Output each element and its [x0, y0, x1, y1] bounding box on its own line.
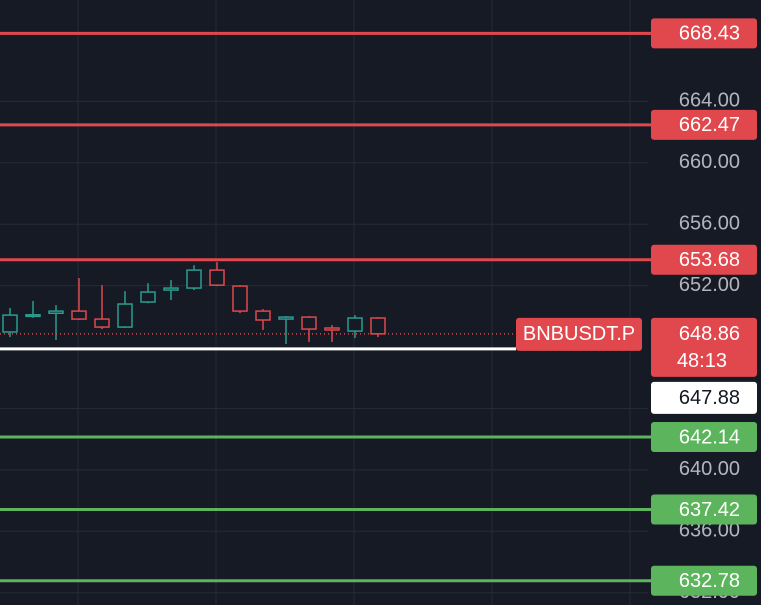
candle-body [71, 310, 87, 320]
candle-body [186, 269, 202, 289]
y-tick-label: 640.00 [679, 458, 740, 480]
last-price-label: 648.86 [679, 323, 740, 345]
level-badge [651, 244, 757, 275]
candle-body [301, 316, 317, 330]
level-badge [651, 18, 757, 49]
level-label: 668.43 [679, 23, 740, 45]
last-price-badge [651, 317, 757, 377]
candle-body [255, 310, 271, 321]
y-tick-label: 636.00 [679, 520, 740, 542]
y-tick-label: 660.00 [679, 151, 740, 173]
level-badge [651, 422, 757, 453]
y-tick-label: 664.00 [679, 90, 740, 112]
level-label: 637.42 [679, 499, 740, 521]
candle-body [324, 327, 340, 331]
countdown-label: 48:13 [677, 350, 727, 372]
candle-body [370, 317, 386, 335]
level-label: 653.68 [679, 249, 740, 271]
marker-badge [651, 381, 757, 414]
candle-body [232, 285, 248, 312]
candle-body [278, 316, 294, 320]
marker-label: 647.88 [679, 387, 740, 409]
level-badge [651, 565, 757, 596]
symbol-badge [516, 317, 642, 351]
candle-body [347, 317, 363, 332]
level-badge [651, 109, 757, 140]
level-badge [651, 494, 757, 525]
candle-body [209, 269, 225, 286]
level-label: 642.14 [679, 426, 740, 448]
y-tick-label: 656.00 [679, 212, 740, 234]
candle-body [117, 303, 133, 328]
symbol-label: BNBUSDT.P [523, 323, 635, 345]
level-label: 632.78 [679, 570, 740, 592]
candle-body [2, 314, 18, 333]
candle-body [25, 314, 41, 318]
level-label: 662.47 [679, 114, 740, 136]
y-tick-label: 652.00 [679, 274, 740, 296]
candle-body [163, 287, 179, 291]
candle-body [48, 310, 64, 314]
candle-body [140, 291, 156, 303]
candle-body [94, 318, 110, 328]
time-grid [77, 0, 631, 605]
